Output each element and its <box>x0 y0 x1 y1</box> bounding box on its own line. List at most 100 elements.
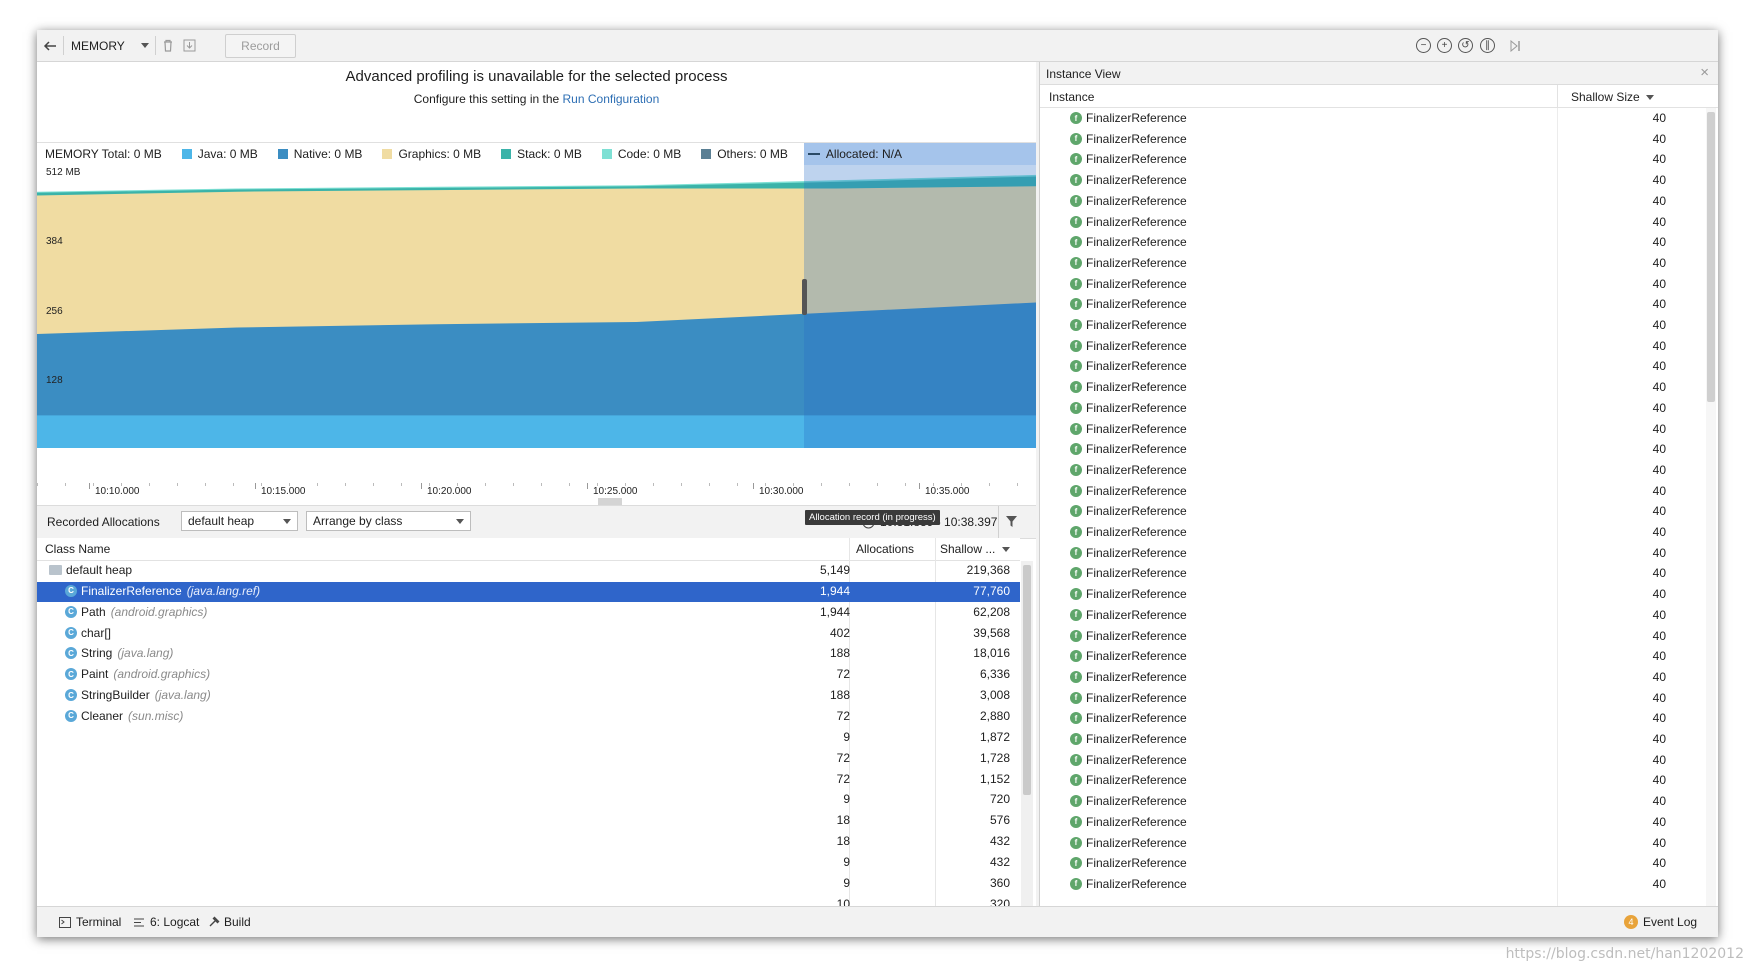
table-row[interactable]: C Cleaner (sun.misc) 72 2,880 <box>37 707 1020 727</box>
allocations-scrollbar[interactable] <box>1021 561 1033 928</box>
instance-field-icon: f <box>1070 174 1082 187</box>
table-row[interactable]: 18 432 <box>37 832 1020 852</box>
instance-row[interactable]: f FinalizerReference 40 <box>1040 232 1706 252</box>
instance-scrollbar[interactable] <box>1706 108 1716 936</box>
instance-row[interactable]: f FinalizerReference 40 <box>1040 108 1706 128</box>
column-class-name[interactable]: Class Name <box>45 542 111 556</box>
heap-select[interactable]: default heap <box>181 511 298 531</box>
column-allocations[interactable]: Allocations <box>856 542 915 556</box>
go-live-icon[interactable] <box>1509 30 1521 61</box>
timeline-scroll-thumb[interactable] <box>598 498 622 505</box>
instance-row[interactable]: f FinalizerReference 40 <box>1040 584 1706 604</box>
instance-row[interactable]: f FinalizerReference 40 <box>1040 646 1706 666</box>
instance-row[interactable]: f FinalizerReference 40 <box>1040 812 1706 832</box>
class-package: (android.graphics) <box>110 604 208 619</box>
instance-row[interactable]: f FinalizerReference 40 <box>1040 274 1706 294</box>
instance-row[interactable]: f FinalizerReference 40 <box>1040 688 1706 708</box>
table-row[interactable]: 9 432 <box>37 853 1020 873</box>
instance-row[interactable]: f FinalizerReference 40 <box>1040 191 1706 211</box>
trash-icon[interactable] <box>162 30 174 61</box>
instance-row[interactable]: f FinalizerReference 40 <box>1040 501 1706 521</box>
legend-swatch <box>277 149 288 159</box>
instance-row[interactable]: f FinalizerReference 40 <box>1040 129 1706 149</box>
back-arrow-icon[interactable] <box>43 30 57 61</box>
instance-row[interactable]: f FinalizerReference 40 <box>1040 377 1706 397</box>
selection-handle[interactable] <box>802 279 807 315</box>
profiler-select[interactable]: MEMORY <box>71 30 149 61</box>
heap-dump-icon[interactable] <box>183 30 196 61</box>
pause-icon[interactable]: ∥ <box>1480 38 1495 53</box>
instance-row[interactable]: f FinalizerReference 40 <box>1040 667 1706 687</box>
logcat-tab[interactable]: 6: Logcat <box>133 915 199 929</box>
legend-item: Java: 0 MB <box>181 147 258 161</box>
instance-row[interactable]: f FinalizerReference 40 <box>1040 170 1706 190</box>
zoom-out-icon[interactable]: − <box>1416 38 1431 53</box>
instance-row[interactable]: f FinalizerReference 40 <box>1040 212 1706 232</box>
instance-row[interactable]: f FinalizerReference 40 <box>1040 626 1706 646</box>
event-log-tab[interactable]: 4 Event Log <box>1624 915 1697 929</box>
shallow-size-cell: 77,760 <box>973 583 1010 598</box>
instance-row[interactable]: f FinalizerReference 40 <box>1040 398 1706 418</box>
instance-row[interactable]: f FinalizerReference 40 <box>1040 439 1706 459</box>
instance-row[interactable]: f FinalizerReference 40 <box>1040 336 1706 356</box>
table-row[interactable]: 72 1,728 <box>37 749 1020 769</box>
table-row[interactable]: C StringBuilder (java.lang) 188 3,008 <box>37 686 1020 706</box>
instance-row[interactable]: f FinalizerReference 40 <box>1040 356 1706 376</box>
zoom-in-icon[interactable]: + <box>1437 38 1452 53</box>
instance-row[interactable]: f FinalizerReference 40 <box>1040 460 1706 480</box>
reset-zoom-icon[interactable]: ↺ <box>1458 38 1473 53</box>
column-shallow-size[interactable]: Shallow ... <box>940 538 1011 560</box>
instance-row[interactable]: f FinalizerReference 40 <box>1040 294 1706 314</box>
table-row[interactable]: 9 720 <box>37 790 1020 810</box>
build-tab[interactable]: Build <box>208 915 251 929</box>
class-name: FinalizerReference <box>81 583 182 598</box>
class-name: String <box>81 646 113 661</box>
instance-row[interactable]: f FinalizerReference 40 <box>1040 791 1706 811</box>
instance-row[interactable]: f FinalizerReference 40 <box>1040 543 1706 563</box>
build-label: Build <box>224 915 251 929</box>
x-tick-label: 10:20.000 <box>427 486 472 497</box>
instance-row[interactable]: f FinalizerReference 40 <box>1040 149 1706 169</box>
instance-row[interactable]: f FinalizerReference 40 <box>1040 419 1706 439</box>
table-row[interactable]: 9 1,872 <box>37 728 1020 748</box>
filter-icon[interactable] <box>1005 515 1018 531</box>
class-name-cell: C StringBuilder (java.lang) <box>65 688 211 702</box>
instance-row[interactable]: f FinalizerReference 40 <box>1040 522 1706 542</box>
arrange-select[interactable]: Arrange by class <box>306 511 471 531</box>
instance-name: FinalizerReference <box>1086 587 1187 602</box>
instance-row[interactable]: f FinalizerReference 40 <box>1040 563 1706 583</box>
table-row[interactable]: 18 576 <box>37 811 1020 831</box>
table-row[interactable]: C String (java.lang) 188 18,016 <box>37 644 1020 664</box>
column-instance[interactable]: Instance <box>1049 90 1095 104</box>
instance-row[interactable]: f FinalizerReference 40 <box>1040 729 1706 749</box>
instance-row[interactable]: f FinalizerReference 40 <box>1040 481 1706 501</box>
record-button[interactable]: Record <box>225 34 296 58</box>
table-row[interactable]: C Path (android.graphics) 1,944 62,208 <box>37 603 1020 623</box>
shallow-size-cell: 6,336 <box>979 667 1010 682</box>
table-row[interactable]: 9 360 <box>37 874 1020 894</box>
instance-row[interactable]: f FinalizerReference 40 <box>1040 605 1706 625</box>
column-instance-shallow[interactable]: Shallow Size <box>1571 90 1654 104</box>
instance-row[interactable]: f FinalizerReference 40 <box>1040 853 1706 873</box>
selection-range[interactable] <box>804 143 1036 448</box>
table-row[interactable]: C FinalizerReference (java.lang.ref) 1,944 7… <box>37 581 1020 602</box>
instance-row[interactable]: f FinalizerReference 40 <box>1040 833 1706 853</box>
heap-row[interactable]: default heap 5,149 219,368 <box>37 561 1020 581</box>
close-icon[interactable]: × <box>1700 64 1709 81</box>
instance-shallow-size: 40 <box>1652 752 1666 767</box>
instance-field-icon: f <box>1070 194 1082 207</box>
instance-row[interactable]: f FinalizerReference 40 <box>1040 874 1706 894</box>
run-configuration-link[interactable]: Run Configuration <box>562 92 660 106</box>
table-row[interactable]: 72 1,152 <box>37 770 1020 790</box>
memory-chart[interactable]: MEMORY Total: 0 MB Java: 0 MB Native: 0 MB… <box>37 142 1036 525</box>
table-row[interactable]: C Paint (android.graphics) 72 6,336 <box>37 665 1020 685</box>
instance-row[interactable]: f FinalizerReference 40 <box>1040 253 1706 273</box>
legend-item: Stack: 0 MB <box>501 147 582 161</box>
instance-field-icon: f <box>1070 298 1082 311</box>
instance-row[interactable]: f FinalizerReference 40 <box>1040 708 1706 728</box>
instance-row[interactable]: f FinalizerReference 40 <box>1040 315 1706 335</box>
instance-row[interactable]: f FinalizerReference 40 <box>1040 750 1706 770</box>
instance-row[interactable]: f FinalizerReference 40 <box>1040 770 1706 790</box>
terminal-tab[interactable]: Terminal <box>59 915 121 929</box>
